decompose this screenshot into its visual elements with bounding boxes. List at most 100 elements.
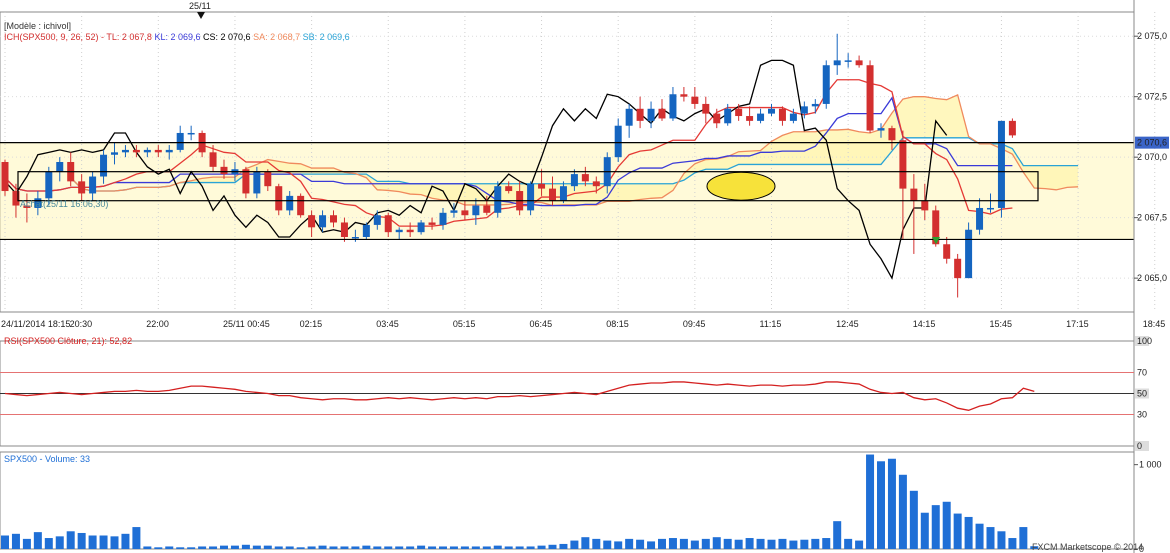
candle [373, 215, 381, 225]
candle [12, 191, 20, 206]
volume-bar [975, 523, 984, 549]
volume-bar [66, 531, 75, 549]
rsi-level-box [1135, 367, 1149, 378]
date-marker-label: 25/11 [189, 1, 211, 11]
volume-bar [1019, 527, 1028, 549]
time-label: 24/11/2014 18:15 [1, 319, 70, 329]
volume-bar [778, 538, 787, 549]
rsi-panel: 100 70 50 30 0 [0, 336, 1152, 451]
candle [428, 222, 436, 225]
volume-bar [471, 546, 480, 549]
candle [121, 149, 129, 153]
candle [439, 212, 447, 225]
copyright: FXCM Marketscope © 2014 [1032, 542, 1144, 552]
volume-bar [99, 535, 108, 549]
volume-bar [811, 538, 820, 549]
time-label: 20:30 [70, 319, 93, 329]
candle [899, 140, 907, 189]
candle [614, 125, 622, 158]
candle [844, 60, 852, 62]
volume-bar [44, 538, 53, 549]
volume-bar [274, 546, 283, 549]
buy-annotation-label: Achat(25/11 16:06,30) [20, 199, 109, 209]
ichimoku-legend: ICH(SPX500, 9, 26, 52) - TL: 2 067,8 KL:… [4, 32, 350, 42]
candle [340, 222, 348, 237]
volume-bar [833, 521, 842, 549]
candle [713, 113, 721, 124]
candle [23, 205, 31, 208]
candle [56, 162, 64, 172]
volume-bar [460, 546, 469, 549]
candle [395, 229, 403, 233]
model-label: [Modèle : ichivol] [4, 21, 72, 31]
candles-group [1, 33, 1016, 298]
volume-bar [77, 532, 86, 549]
time-label: 03:45 [376, 319, 399, 329]
candle [943, 244, 951, 259]
price-tick-label: 2 067,5 [1137, 213, 1167, 223]
candle [954, 258, 962, 279]
time-label: 14:15 [913, 319, 936, 329]
volume-bar [942, 501, 951, 549]
volume-bar [11, 533, 20, 549]
candle [757, 113, 765, 121]
legend-cs: CS: 2 070,6 [203, 32, 251, 42]
rsi-level-box [1135, 441, 1149, 451]
time-label: 12:45 [836, 319, 859, 329]
candle [253, 171, 261, 194]
candle [209, 152, 217, 167]
volume-bar [909, 490, 918, 549]
volume-bar [329, 546, 338, 549]
volume-bar [198, 546, 207, 549]
rsi-level-label: 0 [1137, 441, 1142, 451]
volume-bar [537, 545, 546, 549]
volume-bar [110, 536, 119, 549]
volume-bar [986, 527, 995, 549]
candle [165, 149, 173, 153]
candle [319, 215, 327, 228]
candle [242, 169, 250, 194]
volume-bar [241, 544, 250, 549]
volume-bar [362, 545, 371, 549]
price-tick-label: 2 075,0 [1137, 31, 1167, 41]
candle [494, 186, 502, 213]
volume-bar [55, 536, 64, 549]
time-label: 11:15 [760, 319, 782, 329]
rsi-level-label: 50 [1137, 389, 1147, 399]
candle [625, 108, 633, 126]
volume-bar [822, 538, 831, 549]
candle [34, 198, 42, 208]
volume-bar [734, 539, 743, 549]
volume-bar [887, 458, 896, 549]
volume-bar [22, 538, 31, 549]
candle [1008, 120, 1016, 136]
legend-sb: SB: 2 069,6 [302, 32, 350, 42]
volume-bar [340, 546, 349, 549]
candle [822, 65, 830, 104]
candle [111, 152, 118, 155]
candle [45, 171, 53, 199]
volume-bar [723, 538, 732, 549]
candle [636, 108, 644, 121]
candle [768, 108, 775, 114]
volume-bar [384, 546, 393, 549]
volume-bar [482, 546, 491, 549]
candle [176, 132, 184, 150]
candle [406, 229, 414, 233]
candle [997, 120, 1005, 208]
candle [570, 174, 578, 187]
volume-bar [636, 539, 645, 549]
volume-bar [285, 546, 294, 549]
candle [833, 60, 841, 66]
volume-bar [548, 544, 557, 549]
date-marker-icon [197, 12, 205, 19]
volume-bar [307, 546, 316, 549]
volume-bar [515, 546, 524, 549]
legend-tl: TL: 2 067,8 [106, 32, 152, 42]
candle [800, 106, 808, 114]
volume-bar [406, 546, 415, 549]
candle [472, 205, 480, 216]
candle [976, 207, 984, 230]
volume-bar [570, 540, 579, 549]
